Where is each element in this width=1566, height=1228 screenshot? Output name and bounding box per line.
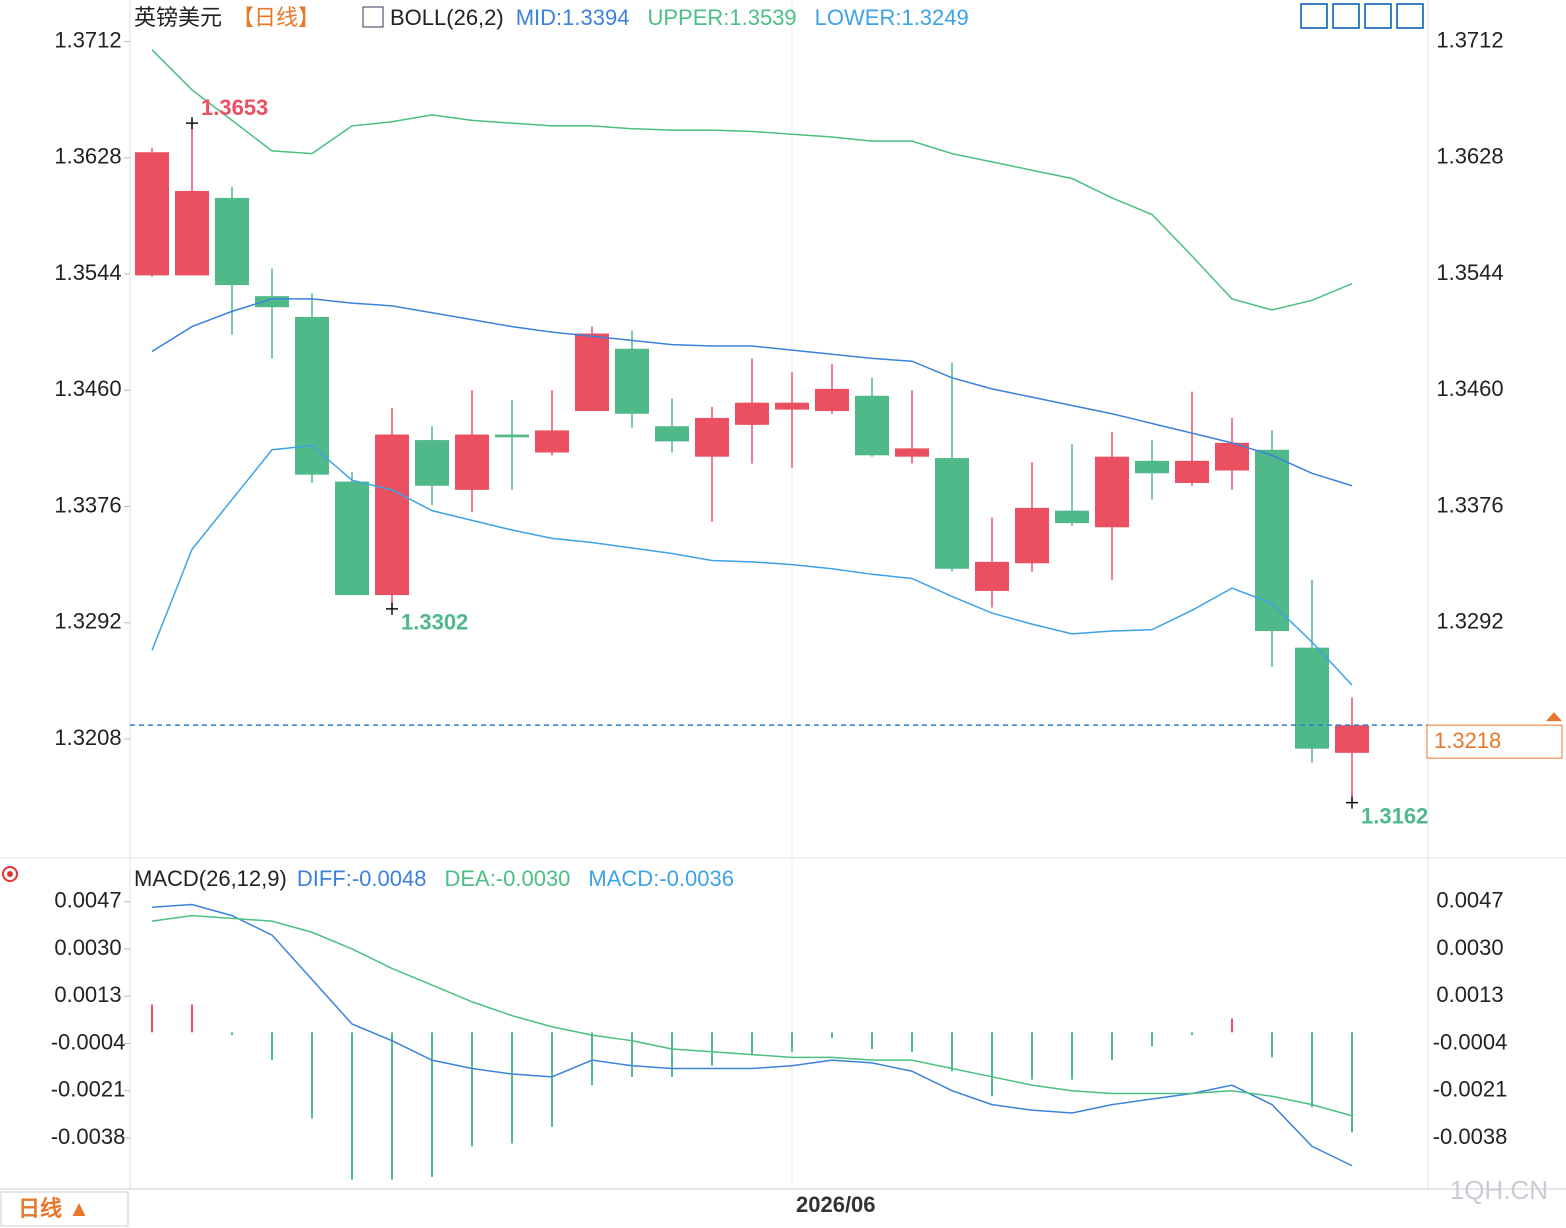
indicator-line bbox=[151, 49, 1353, 311]
candle-body bbox=[655, 426, 689, 442]
tool-icon[interactable] bbox=[1396, 3, 1424, 29]
period-button[interactable] bbox=[0, 1191, 129, 1227]
candle-body bbox=[695, 417, 729, 457]
candle-body bbox=[1255, 449, 1289, 632]
extreme-label: 1.3162 bbox=[1361, 803, 1428, 828]
tool-icon[interactable] bbox=[1332, 3, 1360, 29]
extreme-marker bbox=[386, 602, 398, 615]
y-tick-label: -0.0021 bbox=[51, 1077, 126, 1102]
y-tick-label: 0.0013 bbox=[54, 982, 121, 1007]
y-tick-label: 0.0030 bbox=[54, 935, 121, 960]
candle-body bbox=[455, 434, 489, 490]
y-tick-label-right: 1.3544 bbox=[1436, 260, 1503, 285]
candle-body bbox=[255, 296, 289, 308]
candle-body bbox=[895, 448, 929, 457]
candle-body bbox=[415, 440, 449, 486]
y-tick-label-right: 1.3376 bbox=[1436, 492, 1503, 517]
candle-body bbox=[975, 561, 1009, 591]
candle-body bbox=[1095, 456, 1129, 528]
watermark: 1QH.CN bbox=[1450, 1175, 1548, 1205]
legend-entry: MACD:-0.0036 bbox=[588, 866, 734, 891]
candle-body bbox=[735, 402, 769, 425]
y-tick-label: 1.3376 bbox=[54, 492, 121, 517]
candle-body bbox=[935, 458, 969, 569]
y-tick-label: 1.3460 bbox=[54, 376, 121, 401]
last-price-label: 1.3218 bbox=[1434, 728, 1501, 753]
candle-body bbox=[1055, 510, 1089, 524]
y-tick-label: 1.3292 bbox=[54, 609, 121, 634]
candle-body bbox=[535, 430, 569, 453]
candle-body bbox=[615, 348, 649, 414]
candle-body bbox=[295, 316, 329, 475]
extreme-marker bbox=[186, 117, 198, 130]
y-tick-label: 1.3544 bbox=[54, 260, 121, 285]
candle-body bbox=[375, 434, 409, 596]
indicator-line bbox=[151, 903, 1353, 1167]
period-button-label[interactable]: 日线 ▲ bbox=[18, 1196, 90, 1221]
y-tick-label-right: 1.3460 bbox=[1436, 376, 1503, 401]
indicator-name: BOLL(26,2) bbox=[390, 5, 504, 30]
y-tick-label: 0.0047 bbox=[54, 888, 121, 913]
candle-body bbox=[775, 402, 809, 410]
tool-icon[interactable] bbox=[1300, 3, 1328, 29]
x-tick-label: 2026/06 bbox=[796, 1192, 876, 1217]
candle-body bbox=[575, 333, 609, 412]
candle-body bbox=[175, 190, 209, 276]
candle-body bbox=[1015, 507, 1049, 564]
tool-icon[interactable] bbox=[1364, 3, 1392, 29]
settings-icon[interactable] bbox=[2, 866, 18, 882]
indicator-icon bbox=[362, 6, 384, 28]
indicator-line bbox=[151, 298, 1353, 487]
extreme-label: 1.3653 bbox=[201, 95, 268, 120]
last-price-box bbox=[1426, 724, 1563, 759]
indicator-line bbox=[151, 444, 1353, 686]
indicator-line bbox=[151, 914, 1353, 1117]
y-tick-label: -0.0004 bbox=[51, 1029, 126, 1054]
period-label: 【日线】 bbox=[232, 5, 320, 30]
candle-body bbox=[1335, 725, 1369, 753]
legend-entry: MID:1.3394 bbox=[516, 5, 630, 30]
y-tick-label: 1.3712 bbox=[54, 27, 121, 52]
y-tick-label-right: 1.3628 bbox=[1436, 144, 1503, 169]
y-tick-label-right: -0.0004 bbox=[1433, 1029, 1508, 1054]
extreme-marker bbox=[1346, 796, 1358, 809]
legend-entry: DIFF:-0.0048 bbox=[297, 866, 427, 891]
symbol-title: 英镑美元 bbox=[134, 5, 222, 30]
y-tick-label: -0.0038 bbox=[51, 1124, 126, 1149]
last-price-arrow bbox=[1546, 712, 1562, 722]
candle-body bbox=[215, 197, 249, 286]
y-tick-label-right: -0.0021 bbox=[1433, 1077, 1508, 1102]
y-tick-label-right: 1.3712 bbox=[1436, 27, 1503, 52]
candle-body bbox=[135, 152, 169, 276]
candle-body bbox=[1295, 647, 1329, 749]
y-tick-label-right: 0.0047 bbox=[1436, 888, 1503, 913]
y-tick-label-right: 0.0030 bbox=[1436, 935, 1503, 960]
candle-body bbox=[1215, 442, 1249, 471]
candle-body bbox=[1175, 460, 1209, 483]
candle-body bbox=[855, 395, 889, 456]
settings-icon-dot bbox=[7, 871, 13, 877]
candle-body bbox=[335, 481, 369, 596]
y-tick-label: 1.3628 bbox=[54, 144, 121, 169]
candle-body bbox=[815, 388, 849, 412]
macd-title: MACD(26,12,9) bbox=[134, 866, 287, 891]
y-tick-label-right: -0.0038 bbox=[1433, 1124, 1508, 1149]
toolbar[interactable] bbox=[1300, 3, 1424, 29]
candle-body bbox=[1135, 460, 1169, 474]
extreme-label: 1.3302 bbox=[401, 610, 468, 635]
legend-entry: DEA:-0.0030 bbox=[444, 866, 570, 891]
y-tick-label: 1.3208 bbox=[54, 725, 121, 750]
legend-entry: UPPER:1.3539 bbox=[647, 5, 796, 30]
y-tick-label-right: 1.3292 bbox=[1436, 609, 1503, 634]
candle-body bbox=[495, 434, 529, 438]
legend-entry: LOWER:1.3249 bbox=[815, 5, 969, 30]
y-tick-label-right: 0.0013 bbox=[1436, 982, 1503, 1007]
